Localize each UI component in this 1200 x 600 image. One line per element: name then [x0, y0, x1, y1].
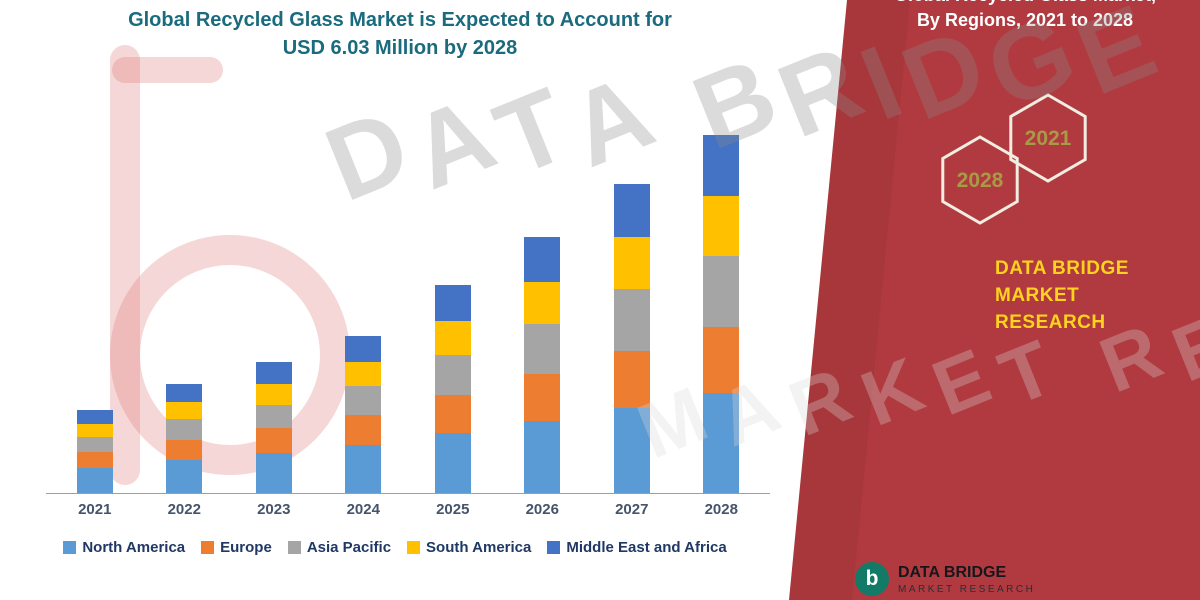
bar-segment-2023-north-america — [255, 453, 292, 493]
brand-wordmark-line1: DATA BRIDGE MARKET — [995, 258, 1129, 306]
legend-swatch — [201, 541, 215, 554]
ribbon-title-clipped: Global Recycled Glass Market, — [860, 0, 1190, 6]
legend-label: Europe — [220, 539, 272, 556]
bar-segment-2022-south-america — [166, 402, 203, 420]
year-hexagons: 2028 2021 — [941, 93, 1087, 225]
bar-segment-2026-asia-pacific — [524, 324, 561, 375]
x-axis-label-2023: 2023 — [257, 501, 291, 518]
bar-segment-2028-asia-pacific — [703, 255, 740, 328]
x-axis-label-2027: 2027 — [615, 501, 649, 518]
legend-item-asia-pacific: Asia Pacific — [287, 539, 392, 556]
hexagon-2028-outline — [941, 135, 1019, 225]
ribbon-subtitle: By Regions, 2021 to 2028 — [916, 10, 1134, 30]
bar-segment-2028-south-america — [703, 195, 740, 256]
bar-segment-2027-middle-east-and-africa — [613, 184, 650, 238]
stacked-bar-2026 — [524, 236, 561, 493]
brand-b-watermark-icon — [110, 45, 350, 485]
chart-title-line2: USD 6.03 Million by 2028 — [282, 37, 518, 59]
x-axis-label-2028: 2028 — [704, 501, 738, 518]
bar-segment-2024-south-america — [345, 361, 382, 386]
legend-label: Asia Pacific — [306, 539, 392, 556]
legend-swatch — [547, 541, 561, 554]
x-axis-line — [46, 493, 770, 494]
chart-title: Global Recycled Glass Market is Expected… — [40, 6, 760, 62]
x-axis-label-2025: 2025 — [436, 501, 470, 518]
hexagon-2021-outline — [1009, 93, 1087, 183]
bar-segment-2027-north-america — [613, 408, 650, 493]
bar-segment-2021-middle-east-and-africa — [76, 410, 113, 425]
footer-logo-text: DATA BRIDGE MARKET RESEARCH — [898, 564, 1035, 595]
bar-segment-2028-north-america — [703, 393, 740, 493]
bar-segment-2026-middle-east-and-africa — [524, 236, 561, 282]
legend-item-north-america: North America — [63, 539, 185, 556]
x-axis-label-2021: 2021 — [78, 501, 112, 518]
bar-segment-2024-europe — [345, 414, 382, 445]
footer-logo-subtext: MARKET RESEARCH — [898, 583, 1036, 595]
bar-segment-2024-north-america — [345, 444, 382, 493]
stacked-bar-2028 — [703, 135, 740, 493]
brand-wordmark: DATA BRIDGE MARKET RESEARCH — [995, 255, 1200, 336]
brand-wordmark-line2: RESEARCH — [995, 312, 1106, 333]
bar-segment-2025-europe — [434, 395, 471, 433]
x-axis-label-2022: 2022 — [167, 501, 201, 518]
chart-title-line1: Global Recycled Glass Market is Expected… — [128, 9, 672, 31]
bar-segment-2025-south-america — [434, 321, 471, 356]
legend-swatch — [63, 541, 77, 554]
footer-logo: b DATA BRIDGE MARKET RESEARCH — [855, 562, 1035, 596]
bar-segment-2028-europe — [703, 327, 740, 394]
stacked-bar-2027 — [613, 184, 650, 493]
bar-segment-2027-europe — [613, 351, 650, 409]
bar-segment-2022-middle-east-and-africa — [166, 384, 203, 403]
bar-segment-2026-south-america — [524, 281, 561, 325]
chart-legend: North America Europe Asia Pacific South Ame… — [10, 539, 780, 556]
legend-swatch — [287, 541, 301, 554]
bar-segment-2027-south-america — [613, 237, 650, 290]
legend-label: South America — [426, 539, 532, 556]
hexagon-2021-label: 2021 — [1025, 127, 1072, 150]
x-axis-label-2026: 2026 — [525, 501, 559, 518]
legend-item-south-america: South America — [407, 539, 531, 556]
bar-segment-2028-middle-east-and-africa — [703, 135, 740, 196]
stacked-bar-2024 — [345, 335, 382, 493]
bar-segment-2021-north-america — [76, 468, 113, 493]
stacked-bar-2023 — [255, 362, 292, 493]
bar-segment-2023-europe — [255, 428, 292, 454]
bar-segment-2026-europe — [524, 374, 561, 422]
stacked-bar-chart — [50, 120, 766, 493]
legend-label: North America — [82, 539, 186, 556]
bar-segment-2021-asia-pacific — [76, 437, 113, 453]
stacked-bar-2021 — [76, 410, 113, 493]
hexagon-2028-label: 2028 — [957, 169, 1004, 192]
bar-segment-2027-asia-pacific — [613, 289, 650, 352]
bar-segment-2022-asia-pacific — [166, 419, 203, 440]
bar-segment-2024-asia-pacific — [345, 385, 382, 415]
bar-segment-2021-europe — [76, 452, 113, 469]
bar-segment-2023-asia-pacific — [255, 404, 292, 429]
bar-segment-2026-north-america — [524, 421, 561, 493]
bar-segment-2022-north-america — [166, 459, 203, 493]
x-axis-labels: 2021 2022 2023 2024 2025 2026 2027 2028 — [50, 501, 766, 518]
bar-segment-2025-north-america — [434, 433, 471, 493]
footer-logo-name: DATA BRIDGE — [898, 563, 1007, 581]
legend-swatch — [407, 541, 421, 554]
stacked-bar-2025 — [434, 285, 471, 493]
bar-segment-2021-south-america — [76, 424, 113, 438]
bar-segment-2025-asia-pacific — [434, 355, 471, 395]
footer-logo-b-icon: b — [855, 562, 889, 596]
x-axis-label-2024: 2024 — [346, 501, 380, 518]
stacked-bar-2022 — [166, 384, 203, 493]
bar-segment-2023-south-america — [255, 384, 292, 405]
legend-item-europe: Europe — [201, 539, 272, 556]
bar-segment-2025-middle-east-and-africa — [434, 285, 471, 322]
bar-segment-2024-middle-east-and-africa — [345, 335, 382, 362]
legend-label: Middle East and Africa — [566, 539, 727, 556]
bar-segment-2022-europe — [166, 439, 203, 460]
legend-item-middle-east-and-africa: Middle East and Africa — [547, 539, 727, 556]
bar-segment-2023-middle-east-and-africa — [255, 362, 292, 385]
